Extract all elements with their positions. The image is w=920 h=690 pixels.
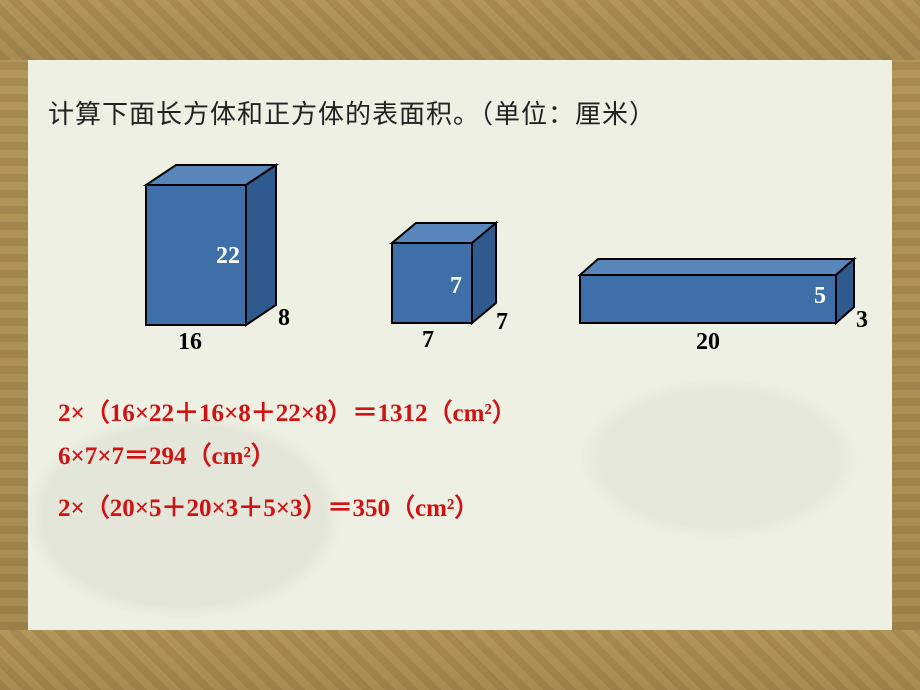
cuboid2-top-face xyxy=(580,259,854,275)
decorative-border-top xyxy=(0,0,920,60)
cube-width-label: 7 xyxy=(496,309,508,336)
calc-line-1: 2×（16×22＋16×8＋22×8）＝1312（cm²） xyxy=(58,393,872,436)
shape-cuboid-1: 22 8 16 xyxy=(128,157,298,362)
cuboid1-length-label: 16 xyxy=(178,329,202,356)
cuboid2-length-label: 20 xyxy=(696,329,720,356)
cube-height-label: 7 xyxy=(450,273,462,300)
question-text: 计算下面长方体和正方体的表面积。（单位：厘米） xyxy=(48,94,872,131)
cuboid1-height-label: 22 xyxy=(216,243,240,270)
calc-line-3: 2×（20×5＋20×3＋5×3）＝350（cm²） xyxy=(58,488,872,531)
cuboid1-svg xyxy=(128,157,298,357)
cube-length-label: 7 xyxy=(422,327,434,354)
content-panel: 计算下面长方体和正方体的表面积。（单位：厘米） 22 8 16 7 7 7 xyxy=(28,60,892,630)
shape-cube: 7 7 7 xyxy=(378,215,518,350)
cuboid1-width-label: 8 xyxy=(278,305,290,332)
cuboid2-height-label: 5 xyxy=(814,283,826,310)
cuboid1-side-face xyxy=(246,165,276,325)
cuboid2-svg xyxy=(568,253,878,353)
calc-line-2: 6×7×7＝294（cm²） xyxy=(58,436,872,479)
decorative-border-bottom xyxy=(0,630,920,690)
calculations-block: 2×（16×22＋16×8＋22×8）＝1312（cm²） 6×7×7＝294（… xyxy=(48,393,872,531)
cuboid2-front-face xyxy=(580,275,836,323)
decorative-border-right xyxy=(892,60,920,630)
cuboid2-width-label: 3 xyxy=(856,307,868,334)
shape-cuboid-2: 5 3 20 xyxy=(568,253,878,358)
shapes-row: 22 8 16 7 7 7 5 3 20 xyxy=(48,157,872,377)
decorative-border-left xyxy=(0,60,28,630)
